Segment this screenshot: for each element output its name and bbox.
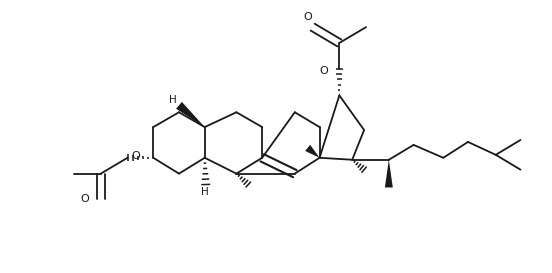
Polygon shape: [176, 102, 205, 127]
Polygon shape: [385, 160, 393, 188]
Text: O: O: [131, 151, 140, 161]
Text: H: H: [201, 188, 209, 197]
Polygon shape: [305, 145, 320, 158]
Text: O: O: [81, 194, 89, 204]
Text: O: O: [303, 12, 312, 22]
Text: O: O: [319, 66, 328, 76]
Text: H: H: [169, 95, 177, 105]
